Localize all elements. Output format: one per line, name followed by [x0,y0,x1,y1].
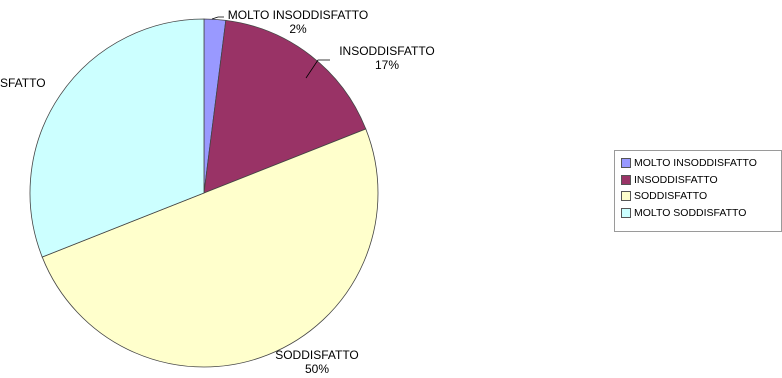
slice-label-percent: 2% [289,22,307,36]
leader-line [305,59,330,79]
pie-slice-insoddisfatto [203,19,367,194]
slice-label-molto-insoddisfatto: MOLTO INSODDISFATTO 2% [224,8,372,36]
slice-label-name: SFATTO [0,76,46,90]
slice-label-name: INSODDISFATTO [339,44,435,58]
legend-swatch [621,191,631,202]
legend-item-molto-insoddisfatto: MOLTO INSODDISFATTO [621,155,781,172]
slice-label-name: SODDISFATTO [275,348,359,362]
pie-slice-molto-soddisfatto [29,18,205,258]
legend-swatch [621,207,631,218]
slice-label-soddisfatto: SODDISFATTO 50% [262,348,372,376]
legend-label: MOLTO INSODDISFATTO [634,157,757,170]
slice-label-name: MOLTO INSODDISFATTO [227,8,369,22]
slice-label-insoddisfatto: INSODDISFATTO 17% [328,44,446,72]
legend-swatch [621,158,631,169]
legend-item-insoddisfatto: INSODDISFATTO [621,172,781,189]
pie-slice-soddisfatto [41,128,379,368]
leader-line [211,16,224,20]
slice-label-percent: 50% [304,362,330,376]
legend-label: INSODDISFATTO [634,173,718,186]
legend-item-soddisfatto: SODDISFATTO [621,188,781,205]
legend-label: SODDISFATTO [634,190,708,203]
legend-swatch [621,174,631,185]
legend-label: MOLTO SODDISFATTO [634,206,747,219]
legend: MOLTO INSODDISFATTO INSODDISFATTO SODDIS… [614,150,782,232]
legend-item-molto-soddisfatto: MOLTO SODDISFATTO [621,205,781,222]
slice-label-molto-soddisfatto-truncated: SFATTO [0,76,46,90]
slice-label-percent: 17% [374,58,400,72]
